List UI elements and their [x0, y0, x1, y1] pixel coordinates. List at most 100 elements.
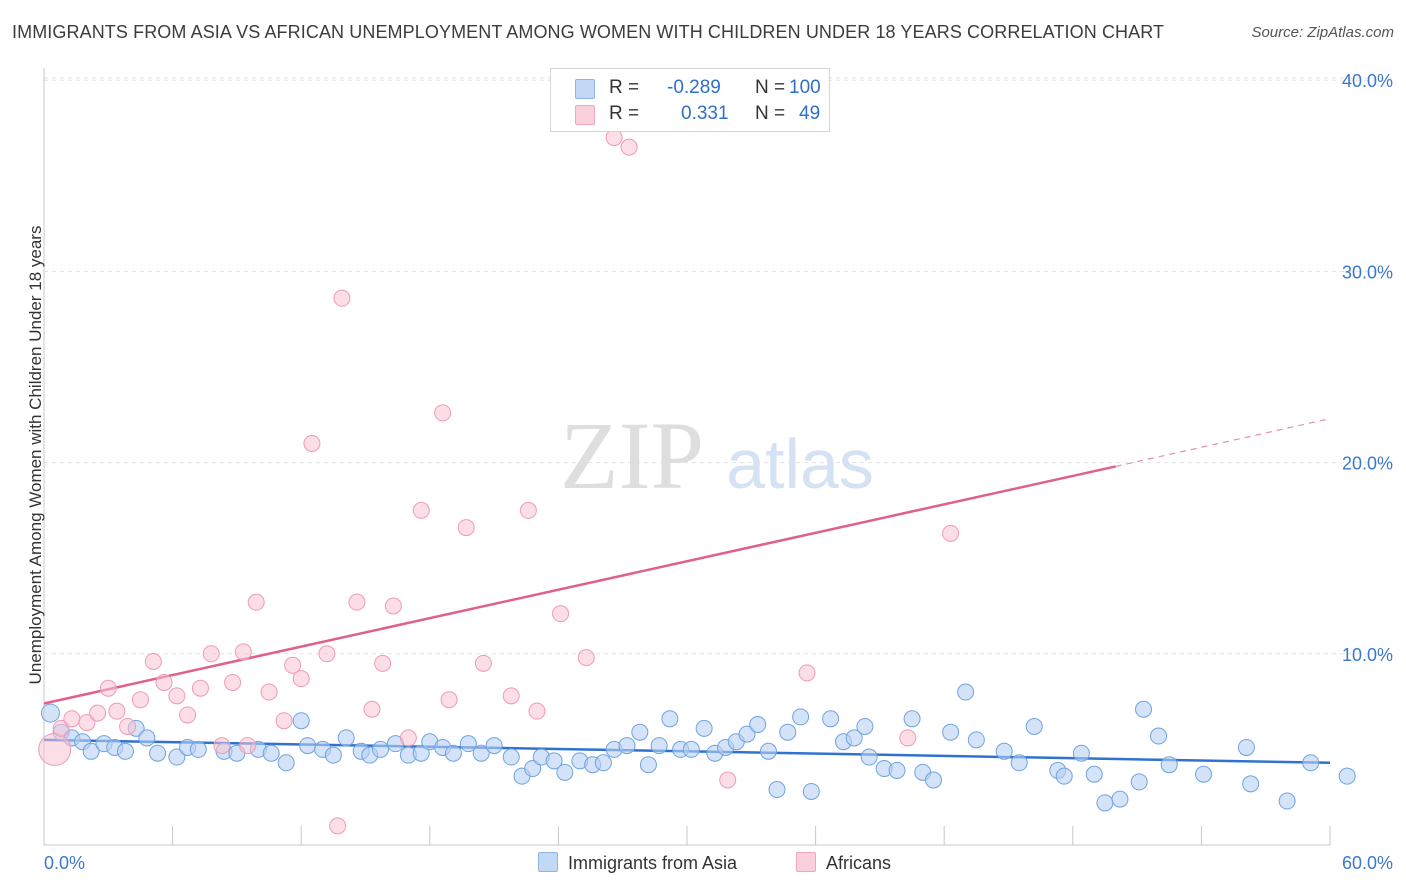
point-africans — [318, 645, 336, 663]
point-africans — [89, 704, 107, 722]
legend-n-label: N = — [755, 103, 786, 124]
watermark-zip: ZIP — [560, 402, 704, 509]
grid-lines — [44, 77, 1392, 655]
point-africans — [577, 649, 595, 667]
point-africans — [275, 712, 293, 730]
point-africans — [247, 593, 265, 611]
point-asia — [856, 717, 874, 735]
point-asia — [594, 754, 612, 772]
legend-n-value-asia: 100 — [789, 77, 821, 98]
point-asia — [738, 725, 756, 743]
point-asia — [1278, 792, 1296, 810]
point-asia — [189, 740, 207, 758]
point-africans — [434, 404, 452, 422]
point-asia — [372, 740, 390, 758]
point-africans — [52, 719, 70, 737]
point-africans — [384, 597, 402, 615]
point-africans — [412, 501, 430, 519]
point-africans — [38, 732, 72, 766]
point-africans — [399, 729, 417, 747]
point-africans — [191, 679, 209, 697]
chart-title: IMMIGRANTS FROM ASIA VS AFRICAN UNEMPLOY… — [12, 22, 1165, 42]
legend-label-africans: Africans — [826, 853, 892, 873]
legend-n-value-africans: 49 — [799, 103, 821, 124]
y-tick-label: 30.0% — [1342, 262, 1393, 282]
point-asia — [1111, 790, 1129, 808]
point-asia — [924, 771, 942, 789]
point-africans — [239, 737, 257, 755]
point-asia — [138, 729, 156, 747]
point-asia — [472, 744, 490, 762]
point-africans — [333, 289, 351, 307]
stats-legend: R = -0.289 N = 100 R = 0.331 N = 49 — [550, 68, 830, 132]
point-asia — [1150, 727, 1168, 745]
point-africans — [99, 679, 117, 697]
point-asia — [524, 760, 542, 778]
y-tick-label: 20.0% — [1342, 454, 1393, 474]
point-asia — [324, 746, 342, 764]
point-asia — [1085, 765, 1103, 783]
point-asia — [695, 719, 713, 737]
legend-n-label: N = — [755, 77, 786, 98]
point-asia — [1055, 767, 1073, 785]
point-asia — [682, 740, 700, 758]
legend-item-asia: Immigrants from Asia — [538, 852, 737, 874]
point-asia — [995, 742, 1013, 760]
point-asia — [957, 683, 975, 701]
point-asia — [1237, 738, 1255, 756]
point-africans — [78, 714, 96, 732]
point-asia — [412, 744, 430, 762]
point-africans — [942, 524, 960, 542]
point-asia — [942, 723, 960, 741]
point-asia — [82, 742, 100, 760]
point-africans — [213, 737, 231, 755]
point-asia — [639, 756, 657, 774]
point-africans — [292, 670, 310, 688]
point-asia — [845, 729, 863, 747]
legend-swatch-asia — [575, 79, 595, 99]
point-asia — [759, 742, 777, 760]
point-africans — [224, 673, 242, 691]
point-asia — [1242, 775, 1260, 793]
trend-line-africans-extension — [1115, 418, 1331, 468]
point-asia — [1160, 756, 1178, 774]
point-africans — [168, 687, 186, 705]
point-asia — [299, 737, 317, 755]
point-asia — [40, 703, 60, 723]
point-africans — [899, 729, 917, 747]
source-label: Source: ZipAtlas.com — [1251, 24, 1394, 41]
point-asia — [1010, 754, 1028, 772]
point-africans — [303, 434, 321, 452]
point-asia — [768, 781, 786, 799]
point-asia — [1096, 794, 1114, 812]
point-asia — [661, 710, 679, 728]
point-africans — [502, 687, 520, 705]
point-asia — [967, 731, 985, 749]
point-asia — [1338, 767, 1356, 785]
point-africans — [363, 700, 381, 718]
point-africans — [234, 643, 252, 661]
watermark-atlas: atlas — [726, 425, 874, 503]
legend-r-label: R = — [609, 103, 640, 124]
point-africans — [284, 656, 302, 674]
legend-r-label: R = — [609, 77, 640, 98]
point-asia — [779, 723, 797, 741]
point-asia — [903, 710, 921, 728]
point-africans — [457, 519, 475, 537]
point-africans — [329, 817, 347, 835]
y-tick-label: 40.0% — [1342, 71, 1393, 91]
x-tick-label-min: 0.0% — [44, 853, 85, 873]
point-asia — [618, 737, 636, 755]
legend-item-africans: Africans — [796, 852, 891, 874]
point-africans — [620, 138, 638, 156]
point-asia — [459, 735, 477, 753]
point-asia — [337, 729, 355, 747]
point-asia — [485, 737, 503, 755]
point-africans — [519, 501, 537, 519]
watermark: ZIP atlas — [560, 402, 874, 509]
point-africans — [348, 593, 366, 611]
point-africans — [179, 706, 197, 724]
point-asia — [1195, 765, 1213, 783]
point-africans — [260, 683, 278, 701]
point-africans — [108, 702, 126, 720]
